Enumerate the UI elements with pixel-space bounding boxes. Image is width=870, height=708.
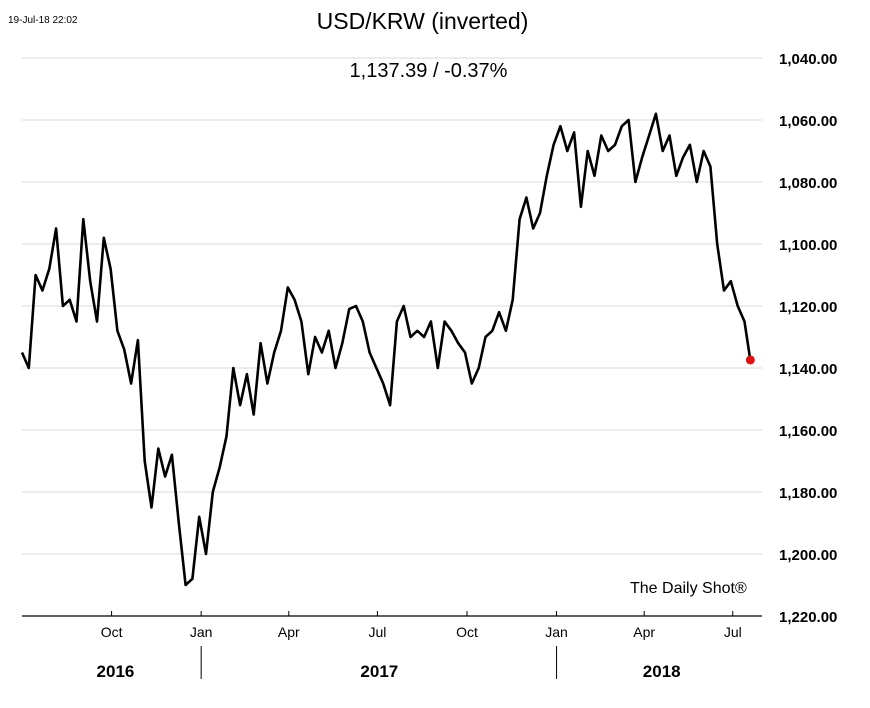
x-tick-label: Apr bbox=[633, 624, 655, 640]
x-tick-label: Jul bbox=[368, 624, 386, 640]
y-tick-label: 1,220.00 bbox=[779, 609, 837, 626]
chart-title: USD/KRW (inverted) bbox=[316, 8, 529, 34]
x-tick-label: Oct bbox=[101, 624, 123, 640]
x-tick-label: Jan bbox=[190, 624, 213, 640]
x-tick-label: Jul bbox=[724, 624, 742, 640]
x-tick-label: Apr bbox=[278, 624, 300, 640]
y-tick-label: 1,100.00 bbox=[779, 237, 837, 254]
year-label: 2016 bbox=[97, 662, 135, 681]
last-value-marker bbox=[745, 355, 755, 365]
y-tick-label: 1,160.00 bbox=[779, 423, 837, 440]
chart-subtitle: 1,137.39 / -0.37% bbox=[349, 60, 508, 82]
x-tick-label: Jan bbox=[545, 624, 568, 640]
year-label: 2017 bbox=[360, 662, 398, 681]
y-tick-label: 1,080.00 bbox=[779, 175, 837, 192]
watermark: The Daily Shot® bbox=[630, 580, 747, 597]
y-tick-label: 1,060.00 bbox=[779, 113, 837, 130]
y-tick-label: 1,120.00 bbox=[779, 299, 837, 316]
y-tick-label: 1,140.00 bbox=[779, 361, 837, 378]
y-tick-label: 1,040.00 bbox=[779, 51, 837, 68]
x-tick-label: Oct bbox=[456, 624, 478, 640]
series-line bbox=[20, 112, 752, 587]
year-label: 2018 bbox=[643, 662, 681, 681]
timestamp: 19-Jul-18 22:02 bbox=[8, 15, 78, 26]
y-tick-label: 1,180.00 bbox=[779, 485, 837, 502]
y-tick-label: 1,200.00 bbox=[779, 547, 837, 564]
